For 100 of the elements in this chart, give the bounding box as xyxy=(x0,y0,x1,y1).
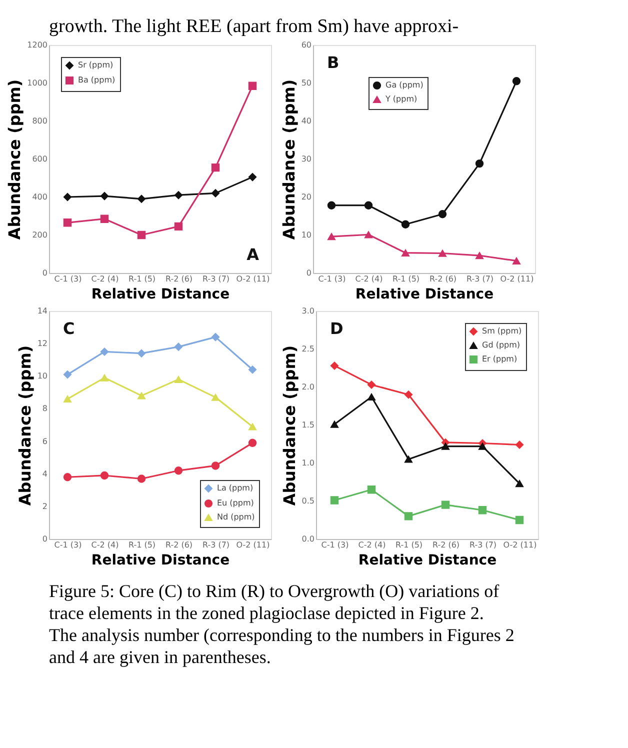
text: growth. The light REE (apart from Sm) have approxi- xyxy=(49,16,459,37)
y-tick-label: 0.0 xyxy=(302,534,314,544)
point xyxy=(512,77,521,86)
y-axis-title: Abundance (ppm) xyxy=(280,345,299,506)
legend-label: Gd (ppm) xyxy=(482,340,520,350)
y-tick-label: 60 xyxy=(301,40,312,50)
point xyxy=(211,394,220,401)
point xyxy=(174,466,183,475)
y-axis-title: Abundance (ppm) xyxy=(5,79,24,240)
point xyxy=(330,496,339,504)
legend-label: Sr (ppm) xyxy=(78,60,114,70)
point xyxy=(174,190,183,200)
point xyxy=(438,210,447,218)
point xyxy=(211,163,220,172)
x-tick-label: R-1 (5) xyxy=(392,274,420,284)
x-tick-label: R-2 (6) xyxy=(165,274,193,284)
point xyxy=(63,395,72,403)
x-tick-label: R-1 (5) xyxy=(128,540,156,550)
y-tick-label: 8 xyxy=(42,404,48,414)
point xyxy=(367,380,376,389)
y-tick-label: 600 xyxy=(32,154,48,164)
point xyxy=(63,473,72,482)
point xyxy=(441,500,450,509)
point xyxy=(404,456,413,463)
y-tick-label: 40 xyxy=(301,116,312,126)
y-tick-label: 0 xyxy=(306,268,312,278)
x-tick-label: C-2 (4) xyxy=(358,540,386,550)
point xyxy=(63,218,72,227)
y-tick-label: 4 xyxy=(42,469,48,478)
point xyxy=(174,376,183,384)
y-tick-label: 30 xyxy=(301,154,312,164)
x-tick-label: C-1 (3) xyxy=(321,540,349,550)
annotation: B xyxy=(327,53,340,72)
point xyxy=(211,189,220,198)
y-tick-label: 1000 xyxy=(27,78,48,88)
point xyxy=(401,220,410,228)
point xyxy=(100,374,109,382)
y-tick-label: 50 xyxy=(301,78,312,88)
point xyxy=(327,201,336,210)
point xyxy=(100,214,109,223)
point xyxy=(404,390,413,399)
legend-label: La (ppm) xyxy=(217,484,254,492)
x-tick-label: R-3 (7) xyxy=(469,540,497,550)
point xyxy=(100,192,109,200)
y-axis-title: Abundance (ppm) xyxy=(279,79,298,240)
x-tick-label: C-2 (4) xyxy=(91,274,119,284)
point xyxy=(63,370,72,379)
y-tick-label: 3.0 xyxy=(302,306,314,316)
legend-label: Ga (ppm) xyxy=(386,80,424,90)
point xyxy=(248,172,257,182)
x-tick-label: O-2 (11) xyxy=(500,274,534,284)
y-tick-label: 0 xyxy=(42,268,48,278)
y-tick-label: 1200 xyxy=(27,40,48,50)
x-tick-label: O-2 (11) xyxy=(236,274,270,284)
y-tick-label: 800 xyxy=(32,116,48,126)
x-tick-label: R-2 (6) xyxy=(165,540,193,550)
point xyxy=(330,420,339,428)
point xyxy=(100,348,109,356)
y-tick-label: 0.5 xyxy=(302,496,314,506)
x-tick-label: C-2 (4) xyxy=(91,540,119,550)
x-tick-label: O-2 (11) xyxy=(503,540,537,550)
annotation: A xyxy=(246,245,260,264)
y-tick-label: 20 xyxy=(301,192,312,202)
y-axis-title: Abundance (ppm) xyxy=(15,345,34,506)
point xyxy=(515,516,524,524)
point xyxy=(137,230,146,240)
y-tick-label: 2.0 xyxy=(302,382,314,392)
x-tick-label: R-1 (5) xyxy=(395,540,423,550)
x-axis-title: Relative Distance xyxy=(358,552,497,568)
point xyxy=(404,512,413,520)
point xyxy=(515,440,524,449)
x-axis-title: Relative Distance xyxy=(91,286,230,302)
point xyxy=(441,442,450,450)
y-tick-label: 14 xyxy=(37,306,48,316)
point xyxy=(475,252,484,260)
y-tick-label: 2 xyxy=(42,502,48,511)
legend-label: Er (ppm) xyxy=(482,354,518,364)
legend-label: Ba (ppm) xyxy=(78,76,116,84)
x-tick-label: R-2 (6) xyxy=(429,274,457,284)
point xyxy=(401,249,410,256)
point xyxy=(478,442,487,450)
point xyxy=(174,222,183,231)
y-tick-label: 0 xyxy=(42,534,48,544)
y-tick-label: 2.5 xyxy=(302,344,314,354)
x-tick-label: R-3 (7) xyxy=(202,540,230,550)
point xyxy=(512,257,521,264)
point xyxy=(478,506,487,514)
x-tick-label: C-1 (3) xyxy=(54,274,82,284)
x-tick-label: R-1 (5) xyxy=(128,274,156,284)
point xyxy=(248,438,257,448)
x-tick-label: R-2 (6) xyxy=(432,540,460,550)
point xyxy=(330,362,339,370)
x-tick-label: R-3 (7) xyxy=(466,274,494,284)
caption: Figure 5: Core (C) to Rim (R) to Overgrowth (O) variations of trace elements in the zoned plagioclase depicted in Figure 2. The analysis number (corresponding to the numbers in Figures 2 and 4 are given in parentheses. xyxy=(49,581,514,667)
point xyxy=(137,349,146,358)
point xyxy=(367,393,376,400)
y-tick-label: 10 xyxy=(37,372,48,381)
point xyxy=(174,342,183,351)
point xyxy=(248,366,257,374)
x-axis-title: Relative Distance xyxy=(91,552,230,568)
